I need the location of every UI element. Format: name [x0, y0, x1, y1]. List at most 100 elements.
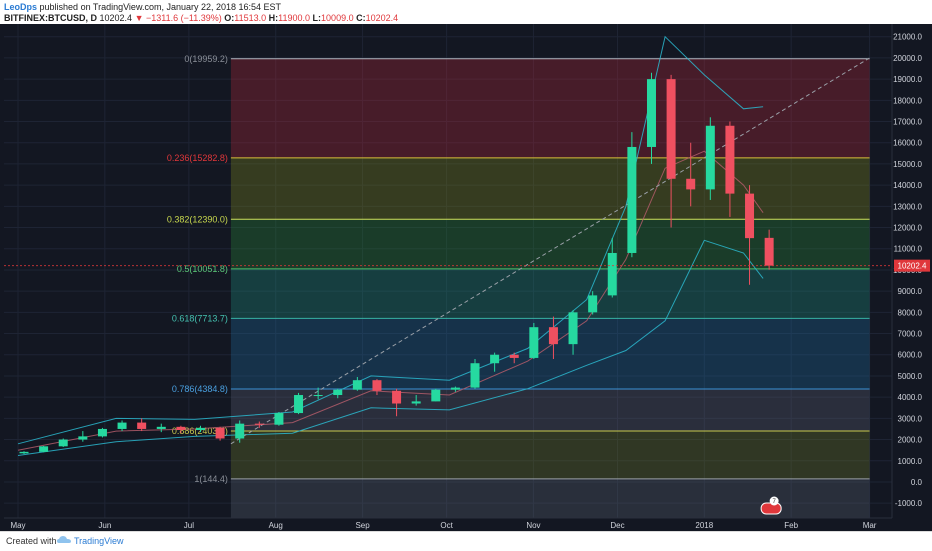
price-tick-label: 7000.0 — [898, 330, 923, 339]
open-value: 11513.0 — [234, 13, 267, 23]
time-tick-label: Aug — [269, 521, 283, 530]
price-axis[interactable]: -1000.0 0.0 1000.0 2000.0 3000.0 4000.0 5000.0… — [891, 24, 932, 531]
event-badge — [760, 502, 782, 515]
price-tick-label: 0.0 — [911, 478, 923, 487]
trendline[interactable] — [230, 57, 870, 445]
price-axis-background — [892, 24, 932, 531]
price-tick-label: 20000.0 — [893, 54, 922, 63]
event-count-label: 7 — [772, 499, 776, 505]
bollinger-middle-line — [17, 150, 764, 451]
time-tick-label: Sep — [355, 521, 370, 530]
candle-body — [254, 423, 264, 425]
candle-body — [686, 178, 696, 190]
candle-body — [529, 327, 539, 358]
time-tick-label: Mar — [863, 521, 877, 530]
fib-band — [230, 388, 870, 432]
candle-body — [235, 423, 245, 439]
tradingview-brand-link[interactable]: TradingView — [74, 536, 124, 546]
time-tick-label: Jun — [98, 521, 111, 530]
price-tick-label: 16000.0 — [893, 139, 922, 148]
candle-body — [745, 193, 755, 239]
bollinger-bands — [17, 35, 764, 456]
close-value: 10202.4 — [365, 13, 399, 23]
candle-body — [411, 401, 421, 404]
candle-body — [58, 439, 68, 447]
candle-body — [646, 79, 656, 147]
candle-body — [333, 389, 343, 396]
last-price: 10202.4 — [99, 13, 133, 23]
fib-level-label: 0.618(7713.7) — [172, 313, 228, 323]
candle-body — [588, 295, 598, 313]
candle-body — [470, 363, 480, 388]
symbol-info: BITFINEX:BTCUSD, D 10202.4 ▼ −1311.6 (−1… — [4, 13, 398, 23]
high-label: H: — [268, 13, 279, 23]
open-label: O: — [224, 13, 235, 23]
candle-body — [568, 312, 578, 345]
candle-body — [117, 422, 127, 429]
time-tick-label: Nov — [526, 521, 540, 530]
price-tick-label: 6000.0 — [898, 351, 923, 360]
candle-body — [39, 446, 49, 452]
candle-body — [666, 79, 676, 179]
candle-body — [548, 327, 558, 345]
candle-body — [372, 380, 382, 391]
low-label: L: — [312, 13, 322, 23]
publish-info: LeoDps published on TradingView.com, Jan… — [4, 2, 281, 12]
price-tick-label: 2000.0 — [898, 436, 923, 445]
price-tick-label: 3000.0 — [898, 414, 923, 423]
price-tick-label: 19000.0 — [893, 75, 922, 84]
candle-body — [392, 390, 402, 404]
candle-body — [764, 237, 774, 266]
candle-body — [509, 354, 519, 358]
chart-background — [0, 24, 932, 531]
price-tick-label: 13000.0 — [893, 202, 922, 211]
time-tick-label: Oct — [440, 521, 453, 530]
candlestick-series — [4, 72, 892, 454]
price-tick-label: 8000.0 — [898, 308, 923, 317]
fib-level-label: 0(19959.2) — [184, 54, 228, 64]
price-chart[interactable]: 0(19959.2) 0.236(15282.8) 0.382(12390.0) 0.… — [0, 24, 932, 531]
candle-body — [607, 252, 617, 296]
candle-body — [313, 395, 323, 397]
time-tick-label: Dec — [610, 521, 624, 530]
candle-body — [352, 380, 362, 390]
fib-level-label: 0.5(10051.8) — [177, 264, 228, 274]
candle-body — [215, 427, 225, 439]
candle-body — [176, 426, 186, 431]
price-tick-label: 4000.0 — [898, 393, 923, 402]
candle-body — [156, 426, 166, 429]
candle-body — [137, 422, 147, 429]
candle-body — [725, 125, 735, 194]
candle-body — [490, 354, 500, 364]
event-count-bubble — [769, 496, 779, 506]
time-tick-label: Feb — [784, 521, 798, 530]
last-price-badge-label: 10202.4 — [898, 262, 927, 271]
down-arrow-icon: ▼ — [134, 13, 144, 23]
candle-body — [627, 146, 637, 253]
fib-band — [230, 58, 870, 158]
fib-level-label: 0.886(2403.4) — [172, 426, 228, 436]
chart-header: LeoDps published on TradingView.com, Jan… — [0, 0, 932, 24]
chart-footer: Created with TradingView — [0, 531, 932, 551]
candle-body — [294, 395, 304, 414]
trendline-path[interactable] — [230, 57, 870, 445]
bollinger-upper-line — [17, 35, 764, 445]
close-label: C: — [356, 13, 366, 23]
fibonacci-retracement[interactable]: 0(19959.2) 0.236(15282.8) 0.382(12390.0) 0.… — [167, 54, 870, 518]
time-axis[interactable]: May Jun Jul Aug Sep Oct Nov Dec 2018 Feb Mar — [4, 517, 892, 530]
price-tick-label: 15000.0 — [893, 160, 922, 169]
price-tick-label: 9000.0 — [898, 287, 923, 296]
price-change: −1311.6 (−11.39%) — [146, 13, 222, 23]
fib-band — [230, 219, 870, 269]
fib-band — [230, 268, 870, 319]
published-text: published on TradingView.com, January 22… — [39, 2, 282, 12]
candle-body — [78, 436, 88, 440]
fib-level-label: 1(144.4) — [194, 474, 228, 484]
time-tick-label: Jul — [184, 521, 194, 530]
price-tick-label: -1000.0 — [895, 499, 923, 508]
candle-body — [705, 125, 715, 190]
price-tick-label: 12000.0 — [893, 224, 922, 233]
author-link[interactable]: LeoDps — [4, 2, 38, 12]
candle-body — [274, 413, 284, 425]
chart-badges: 7 — [760, 496, 782, 515]
